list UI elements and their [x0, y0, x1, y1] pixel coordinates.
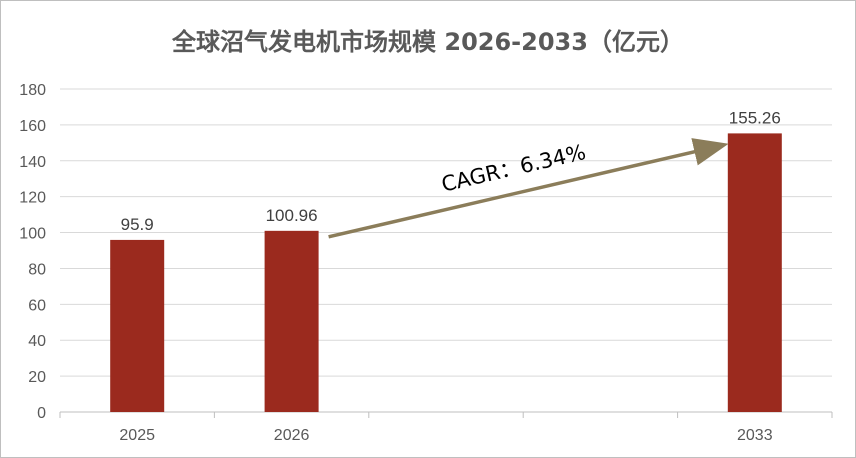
cagr-label: CAGR：6.34%: [439, 140, 588, 197]
y-tick-label: 20: [28, 369, 46, 386]
cagr-arrow: [328, 138, 729, 239]
y-tick-label: 40: [28, 333, 46, 350]
y-tick-label: 180: [19, 82, 46, 99]
x-tick-label-2026: 2026: [274, 427, 310, 444]
bar-2025: [110, 239, 165, 412]
y-tick-label: 80: [28, 261, 46, 278]
y-tick-label: 0: [37, 405, 46, 422]
y-tick-label: 140: [19, 154, 46, 171]
y-tick-label: 100: [19, 226, 46, 243]
y-tick-label: 160: [19, 118, 46, 135]
x-tick-label-2025: 2025: [119, 427, 155, 444]
y-tick-label: 60: [28, 297, 46, 314]
data-label-2025: 95.9: [121, 215, 154, 234]
chart-title: 全球沼气发电机市场规模 2026-2033（亿元）: [172, 28, 684, 56]
data-label-2026: 100.96: [266, 206, 318, 225]
bar-2033: [727, 133, 782, 412]
bar-2026: [264, 230, 319, 412]
y-tick-label: 120: [19, 190, 46, 207]
data-label-2033: 155.26: [729, 108, 781, 127]
x-tick-label-2033: 2033: [737, 427, 773, 444]
